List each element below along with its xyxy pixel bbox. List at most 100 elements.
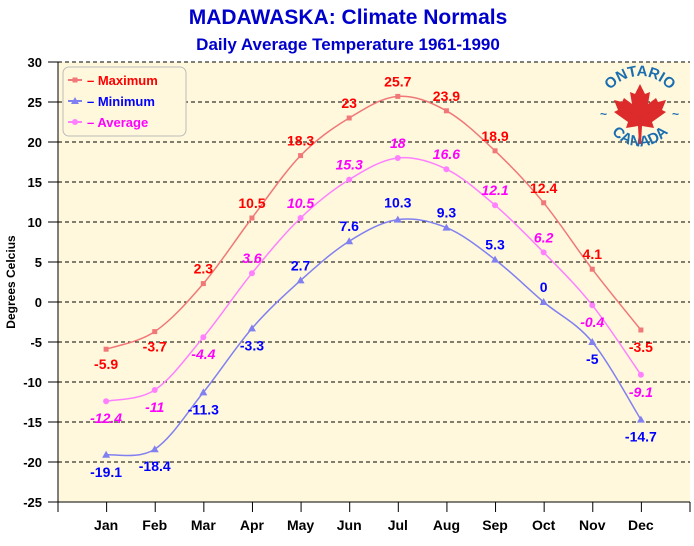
y-tick-label: 5 — [35, 255, 42, 270]
y-tick-label: 15 — [28, 175, 42, 190]
data-label: -11.3 — [188, 401, 219, 417]
y-tick-label: 20 — [28, 135, 42, 150]
data-point — [346, 115, 352, 121]
data-point — [297, 215, 304, 221]
data-point — [589, 302, 596, 309]
data-point — [249, 215, 255, 221]
data-label: -3.7 — [143, 339, 167, 355]
data-label: -0.4 — [580, 314, 604, 330]
data-point — [150, 445, 159, 453]
y-tick-label: -5 — [30, 335, 42, 350]
data-point — [152, 329, 158, 335]
data-label: 18.3 — [287, 133, 314, 149]
data-label: 25.7 — [384, 73, 411, 89]
data-label: 12.4 — [530, 180, 557, 196]
legend-item: – Maximum — [68, 73, 158, 88]
x-tick-label: Jun — [337, 517, 362, 533]
data-point — [72, 77, 78, 83]
data-label: 2.7 — [291, 257, 311, 273]
series-line — [106, 218, 642, 457]
data-label: 5.3 — [485, 237, 505, 253]
data-label: 10.3 — [384, 195, 411, 211]
data-point — [588, 338, 597, 345]
data-label: 10.5 — [287, 195, 314, 211]
data-point — [247, 324, 256, 332]
data-point — [540, 249, 547, 256]
y-tick-label: -20 — [23, 455, 42, 470]
data-label: -3.5 — [629, 339, 653, 355]
data-point — [539, 298, 548, 305]
x-tick-label: Aug — [433, 517, 460, 533]
data-label: -18.4 — [139, 458, 171, 474]
data-point — [492, 148, 498, 154]
legend-label: – Average — [87, 115, 148, 130]
x-tick-label: Dec — [628, 517, 654, 533]
data-point — [589, 266, 595, 272]
data-label: 10.5 — [238, 195, 265, 211]
maple-leaf-icon — [614, 84, 666, 144]
series-average: -12.4 -11 -4.4 3.6 10.5 15.3 18 16.6 12.1 6.2 -0.4… — [90, 135, 653, 426]
y-tick-label: 0 — [35, 295, 42, 310]
data-point — [491, 255, 500, 263]
data-point — [443, 108, 449, 114]
data-label: -4.4 — [191, 346, 215, 362]
data-label: 18.9 — [481, 128, 508, 144]
series-line — [105, 156, 642, 402]
data-label: 0 — [540, 279, 548, 295]
series-minimum: -19.1 -18.4 -11.3 -3.3 2.7 7.6 10.3 9.3 5.3 0 -5 -1… — [90, 195, 657, 480]
y-tick-label: -25 — [23, 495, 42, 510]
data-label: 23 — [341, 95, 357, 111]
data-point — [492, 202, 499, 209]
x-tick-label: Jan — [94, 517, 118, 533]
data-point — [443, 166, 450, 173]
chart-subtitle: Daily Average Temperature 1961-1990 — [196, 35, 500, 54]
y-axis-label: Degrees Celcius — [4, 235, 18, 329]
data-point — [103, 398, 110, 405]
data-label: 15.3 — [336, 157, 363, 173]
legend: – Maximum – Minimum – Average — [62, 66, 187, 137]
x-tick-label: Oct — [532, 517, 556, 533]
data-point — [102, 450, 111, 458]
legend-item: – Minimum — [68, 94, 155, 109]
data-point — [199, 388, 208, 396]
data-point — [345, 237, 354, 245]
data-label: 3.6 — [242, 250, 262, 266]
chart-title: MADAWASKA: Climate Normals — [189, 6, 508, 29]
y-tick-label: -15 — [23, 415, 42, 430]
data-label: -14.7 — [625, 429, 657, 445]
legend-label: – Maximum — [87, 73, 158, 88]
x-tick-label: Sep — [482, 517, 508, 533]
data-point — [248, 270, 255, 277]
svg-text:~: ~ — [600, 107, 607, 121]
data-point — [72, 119, 78, 125]
data-point — [200, 281, 206, 287]
data-label: 2.3 — [194, 261, 214, 277]
data-point — [636, 415, 645, 423]
x-tick-label: Mar — [191, 517, 216, 533]
data-point — [442, 223, 451, 231]
data-point — [638, 327, 644, 333]
svg-text:~: ~ — [672, 107, 679, 121]
data-label: -11 — [145, 399, 164, 415]
data-point — [541, 200, 547, 206]
data-label: 12.1 — [481, 182, 508, 198]
data-point — [395, 93, 401, 99]
data-label: -12.4 — [90, 410, 122, 426]
data-point — [346, 176, 353, 183]
data-label: 4.1 — [583, 246, 603, 262]
data-label: 9.3 — [437, 205, 457, 221]
data-point — [394, 155, 401, 161]
data-label: -5.9 — [94, 356, 118, 372]
data-point — [151, 387, 158, 393]
data-label: -19.1 — [90, 464, 122, 480]
data-point — [393, 215, 402, 223]
x-tick-label: Nov — [579, 517, 606, 533]
data-label: -5 — [586, 351, 599, 367]
data-label: -9.1 — [629, 384, 653, 400]
y-tick-label: 10 — [28, 215, 42, 230]
data-label: 6.2 — [534, 229, 554, 245]
data-point — [103, 346, 109, 352]
x-tick-label: May — [287, 517, 314, 533]
